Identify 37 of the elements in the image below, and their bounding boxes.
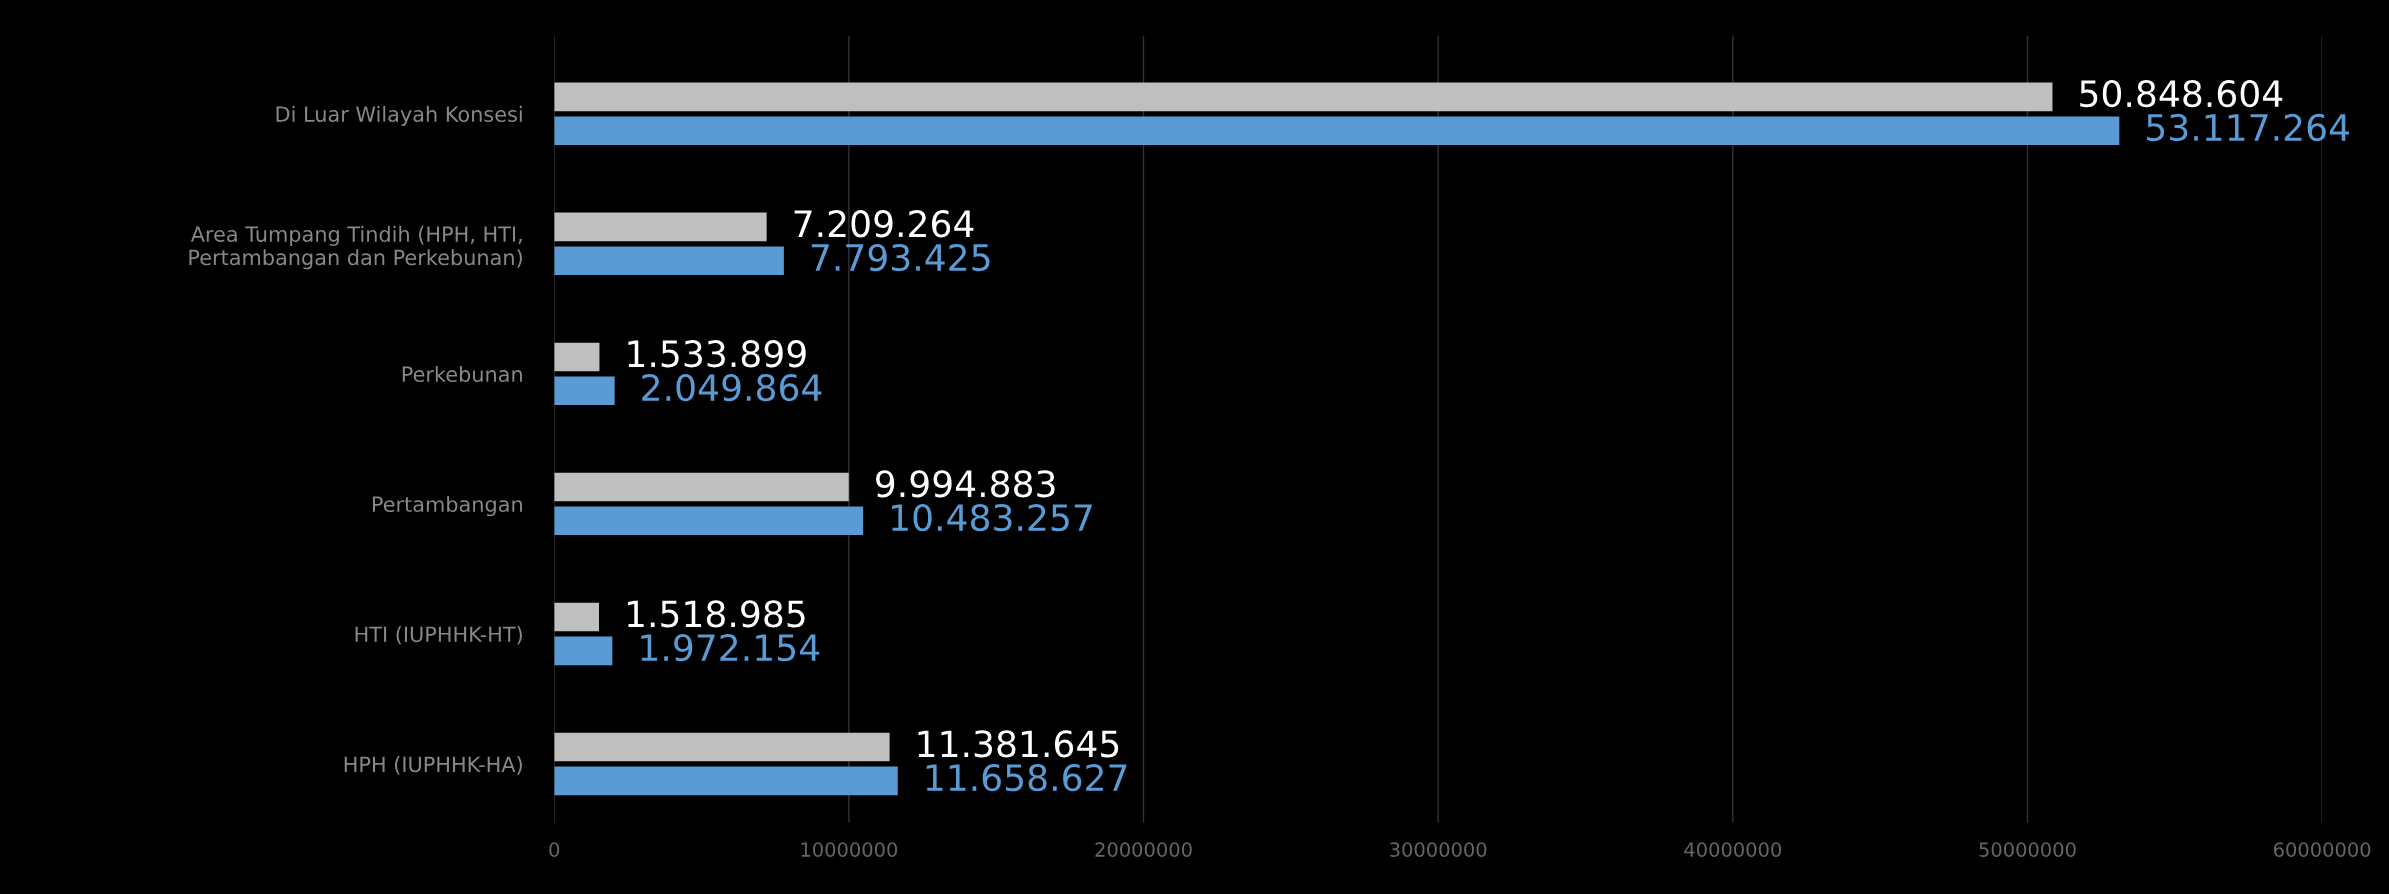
data-label: 50.848.604 bbox=[2080, 80, 2283, 108]
y-tick-label: Area Tumpang Tindih (HPH, HTI, Pertambangan dan Perkebunan) bbox=[189, 225, 522, 270]
x-tick-label: 20000000 bbox=[1095, 842, 1192, 857]
bar bbox=[554, 602, 599, 632]
bar bbox=[554, 636, 613, 666]
data-label: 7.209.264 bbox=[794, 210, 974, 238]
x-tick-label: 60000000 bbox=[2273, 842, 2371, 857]
y-tick-label: Perkebunan bbox=[402, 365, 522, 383]
bar bbox=[554, 376, 615, 406]
y-tick-label: HTI (IUPHHK-HT) bbox=[355, 626, 522, 645]
data-label: 9.994.883 bbox=[876, 470, 1055, 498]
bar bbox=[554, 472, 849, 502]
bar bbox=[554, 342, 600, 372]
data-label: 7.793.425 bbox=[811, 243, 990, 272]
data-label: 11.658.627 bbox=[926, 764, 1127, 792]
data-label: 53.117.264 bbox=[2147, 113, 2350, 142]
bar bbox=[554, 766, 898, 796]
y-tick-label: Di Luar Wilayah Konsesi bbox=[276, 105, 522, 127]
bar bbox=[554, 116, 2120, 145]
data-label: 1.518.985 bbox=[627, 600, 805, 628]
data-label: 10.483.257 bbox=[892, 503, 1092, 532]
y-tick-label: HPH (IUPHHK-HA) bbox=[344, 756, 522, 775]
bar bbox=[554, 506, 864, 536]
bar bbox=[554, 82, 2053, 112]
bar bbox=[554, 246, 784, 276]
y-tick-label: Pertambangan bbox=[372, 495, 522, 517]
x-tick-label: 10000000 bbox=[801, 842, 898, 857]
x-tick-label: 0 bbox=[549, 842, 560, 857]
data-label: 1.972.154 bbox=[641, 634, 820, 662]
x-tick-label: 40000000 bbox=[1684, 842, 1782, 857]
data-label: 1.533.899 bbox=[628, 340, 806, 368]
x-tick-label: 30000000 bbox=[1390, 842, 1487, 857]
bar bbox=[554, 212, 767, 242]
data-label: 11.381.645 bbox=[918, 730, 1119, 758]
x-tick-label: 50000000 bbox=[1979, 842, 2076, 857]
data-label: 2.049.864 bbox=[642, 373, 822, 402]
bar bbox=[554, 732, 890, 762]
